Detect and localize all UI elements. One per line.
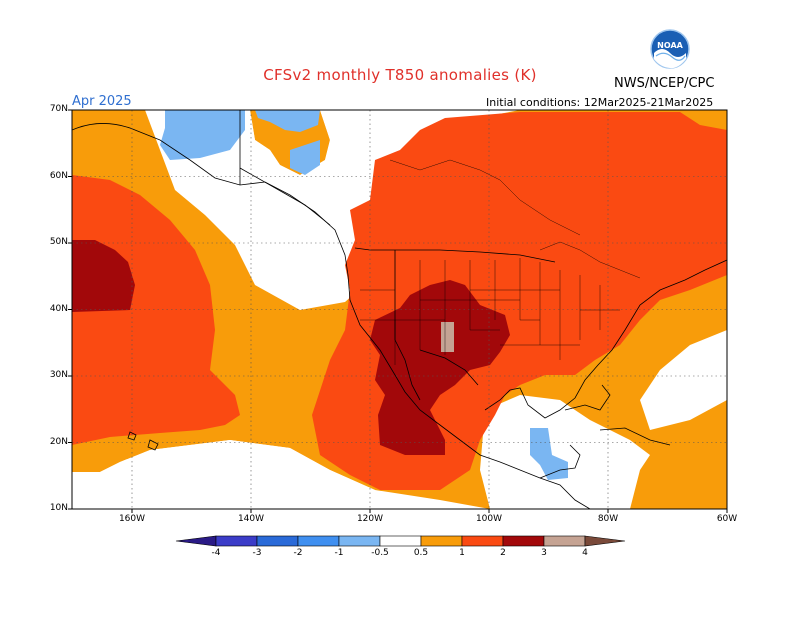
colorbar-segment-lt-m4: [175, 535, 217, 547]
lat-label-30n: 30N: [49, 370, 68, 380]
map-title: CFSv2 monthly T850 anomalies (K): [263, 66, 537, 84]
lon-label-80w: 80W: [597, 514, 619, 524]
colorbar-label-m05: -0.5: [371, 548, 389, 558]
colorbar-segment-p05-p1: [420, 535, 463, 547]
logo-text: NOAA: [657, 41, 683, 50]
lat-label-60n: 60N: [49, 171, 68, 181]
coastlines: [72, 110, 727, 509]
lon-label-140w: 140W: [237, 514, 265, 524]
anomaly-darkred-regions: [72, 240, 510, 455]
colorbar-label-p1: 1: [459, 548, 465, 558]
colorbar-segment-m2-m1: [297, 535, 340, 547]
agency-label: NWS/NCEP/CPC: [614, 76, 715, 91]
colorbar-segment-p3-p4: [543, 535, 586, 547]
initial-conditions: Initial conditions: 12Mar2025-21Mar2025: [486, 96, 714, 109]
graticule: [72, 110, 727, 509]
colorbar-segment-neutral: [379, 535, 422, 547]
lat-label-20n: 20N: [49, 437, 68, 447]
state-borders: [360, 159, 641, 365]
colorbar-label-p3: 3: [541, 548, 547, 558]
lon-label-160w: 160W: [118, 514, 146, 524]
anomaly-neutral-regions: [72, 110, 727, 509]
anomaly-tan-region: [441, 322, 454, 352]
colorbar-label-p05: 0.5: [413, 548, 429, 558]
colorbar: [175, 535, 626, 547]
colorbar-label-m2: -2: [293, 548, 303, 558]
colorbar-segment-m4-m3: [215, 535, 258, 547]
lat-label-10n: 10N: [49, 503, 68, 513]
colorbar-segment-gt-p4: [584, 535, 626, 547]
colorbar-label-m3: -3: [252, 548, 262, 558]
colorbar-segment-p2-p3: [502, 535, 545, 547]
colorbar-label-p4: 4: [582, 548, 588, 558]
colorbar-segment-m3-m2: [256, 535, 299, 547]
colorbar-label-p2: 2: [500, 548, 506, 558]
lat-label-70n: 70N: [49, 104, 68, 114]
lon-label-120w: 120W: [356, 514, 384, 524]
colorbar-label-m1: -1: [334, 548, 344, 558]
anomaly-blue-regions: [160, 110, 568, 480]
colorbar-segment-p1-p2: [461, 535, 504, 547]
lat-label-40n: 40N: [49, 304, 68, 314]
forecast-month: Apr 2025: [72, 94, 132, 109]
lon-label-60w: 60W: [716, 514, 738, 524]
lat-label-50n: 50N: [49, 237, 68, 247]
lon-label-100w: 100W: [475, 514, 503, 524]
colorbar-segment-m1-m05: [338, 535, 381, 547]
noaa-logo-icon: NOAA: [650, 29, 690, 73]
axis-ticks: [68, 109, 728, 513]
colorbar-label-m4: -4: [211, 548, 221, 558]
